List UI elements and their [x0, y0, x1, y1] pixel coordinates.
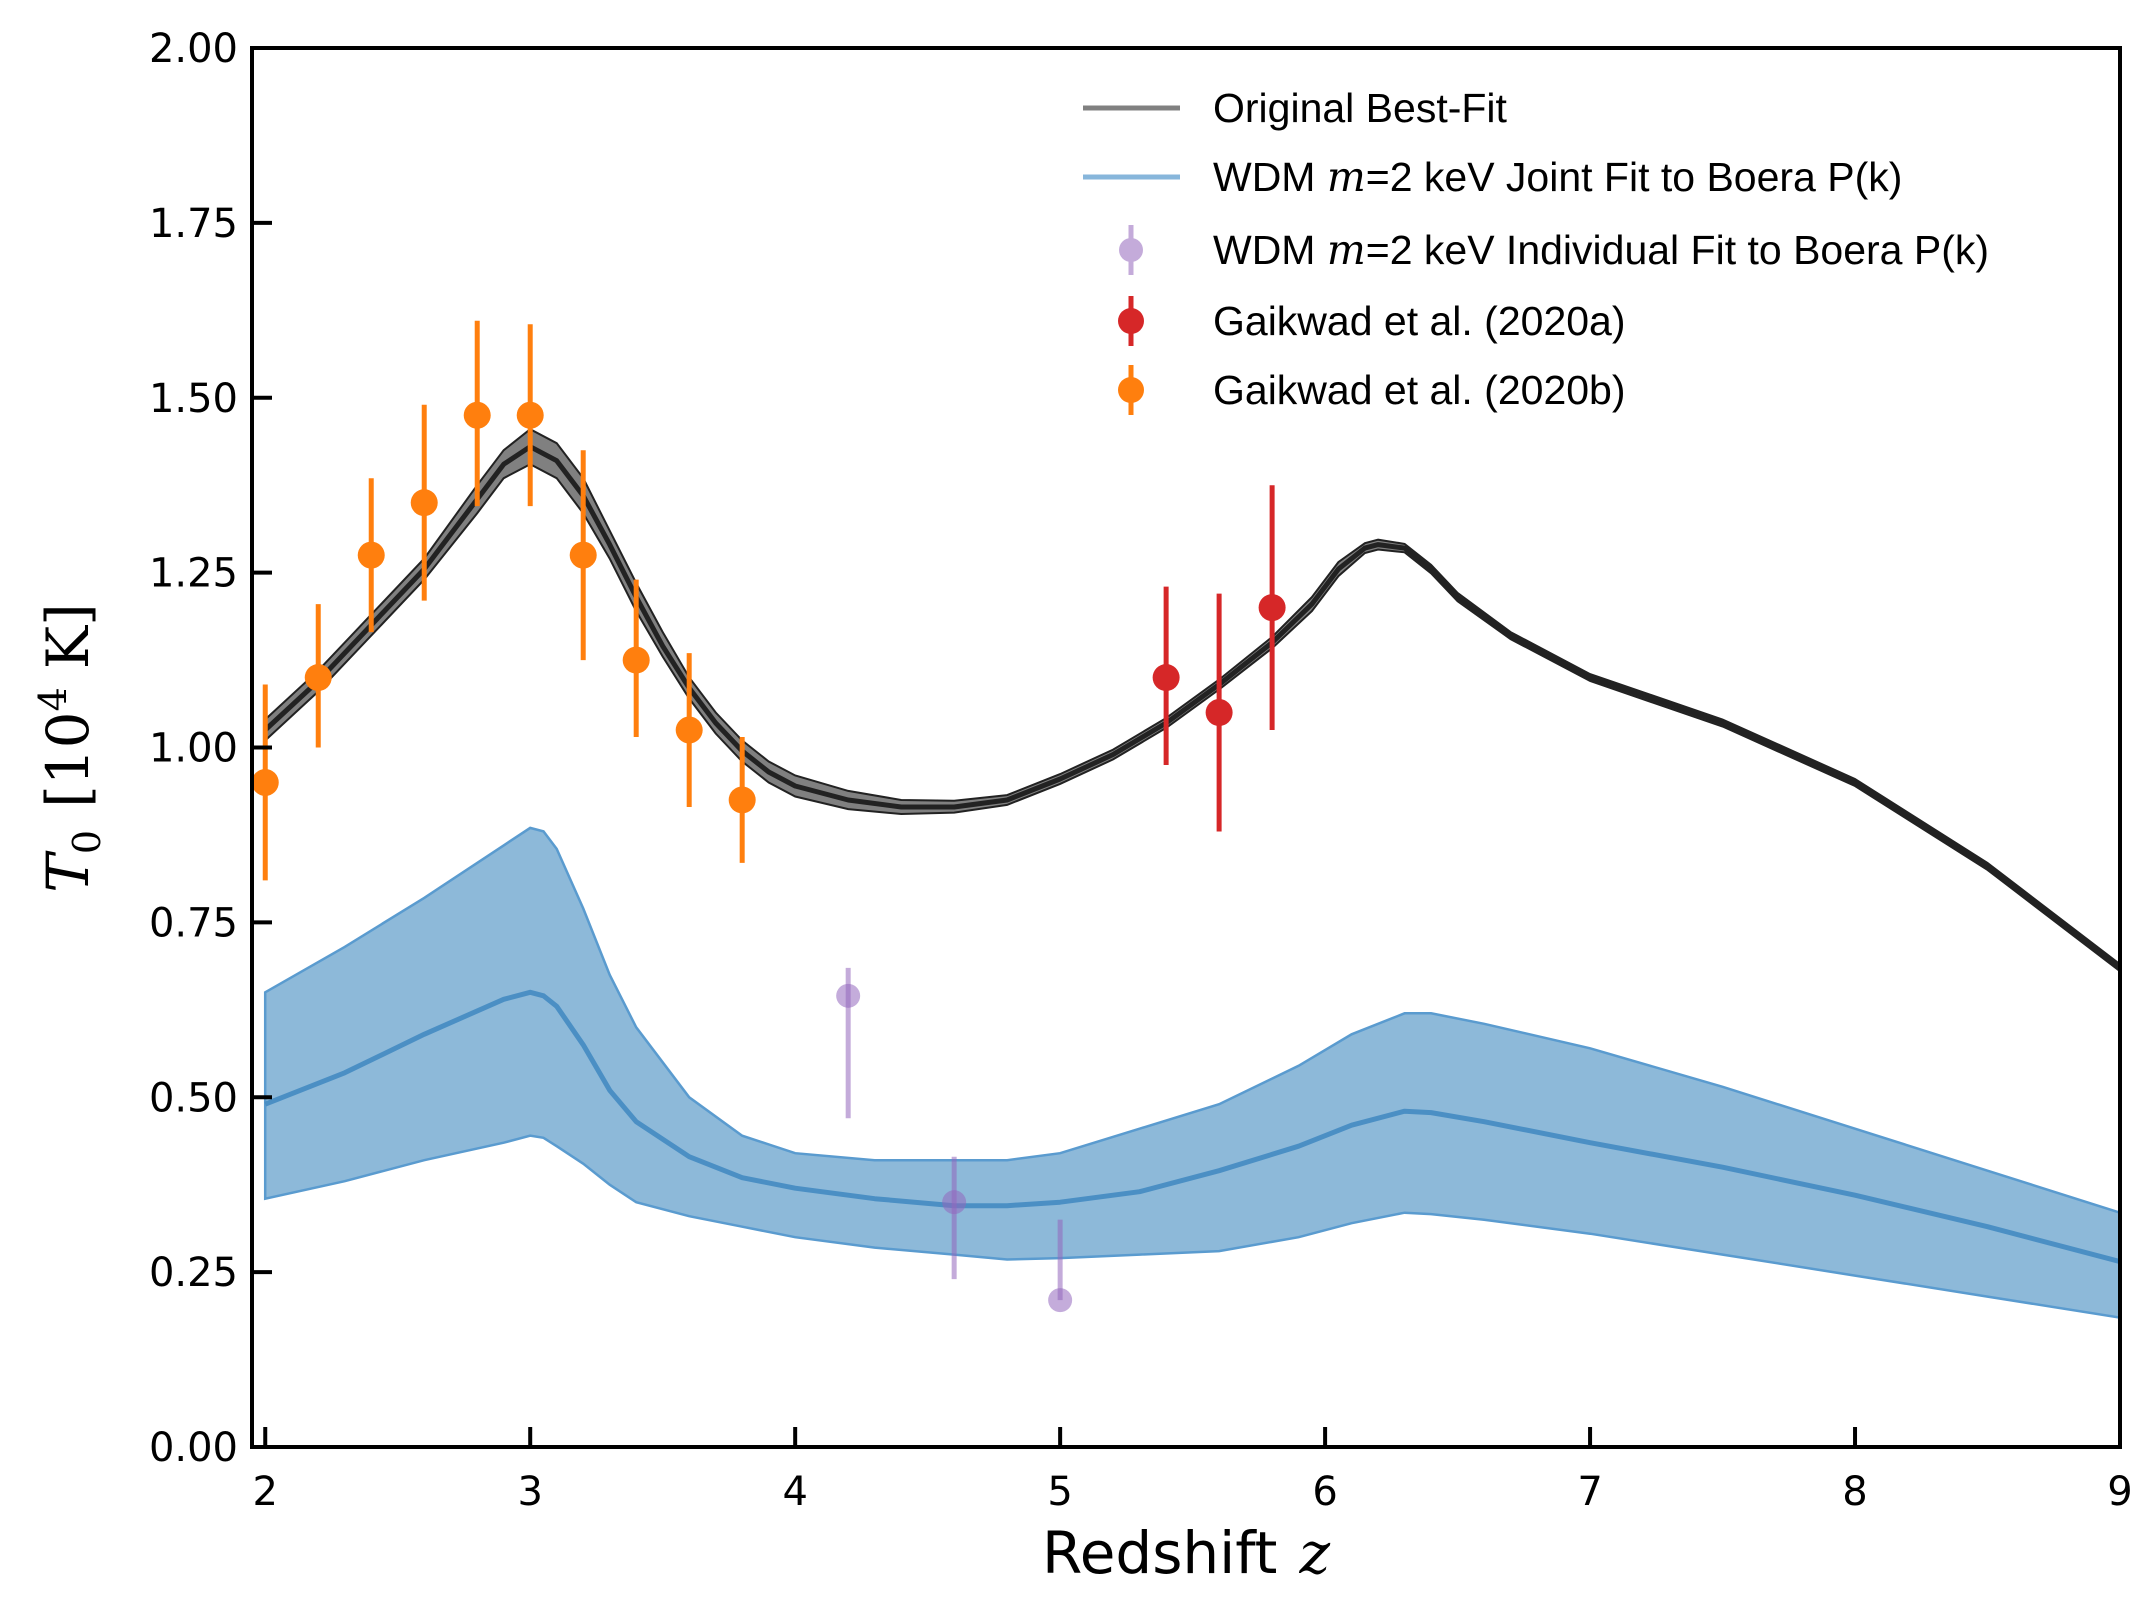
gaikwad_b-point-8: [675, 716, 703, 744]
gaikwad_b-point-0: [252, 768, 279, 796]
legend-marker-gaikwad-b: [1118, 377, 1144, 403]
legend-label-individual: WDM m=2 keV Individual Fit to Boera P(k): [1213, 226, 1989, 274]
gaikwad_b-point-9: [728, 786, 756, 814]
x-tick-label-6: 8: [1842, 1469, 1867, 1515]
gaikwad_a-point-0: [1152, 664, 1180, 692]
individual-point-2: [1048, 1288, 1073, 1313]
x-tick-label-0: 2: [253, 1469, 278, 1515]
data-markers: [252, 320, 1286, 1313]
legend-entry-original: Original Best-Fit: [1083, 85, 1508, 131]
plot-area: [252, 320, 2120, 1319]
y-tick-label-7: 1.75: [149, 201, 238, 247]
legend-entry-joint: WDM m=2 keV Joint Fit to Boera P(k): [1083, 153, 1902, 201]
x-tick-label-1: 3: [517, 1469, 542, 1515]
x-tick-label-3: 5: [1047, 1469, 1072, 1515]
y-tick-label-8: 2.00: [149, 26, 238, 72]
joint-band: [263, 826, 2120, 1319]
y-tick-label-1: 0.25: [149, 1250, 238, 1296]
legend-marker-individual: [1119, 238, 1143, 262]
legend-label-gaikwad-a: Gaikwad et al. (2020a): [1213, 298, 1626, 344]
gaikwad_a-point-2: [1258, 594, 1286, 622]
x-tick-label-2: 4: [782, 1469, 807, 1515]
individual-point-0: [836, 983, 861, 1008]
gaikwad_a-point-1: [1205, 699, 1233, 727]
legend-label-joint: WDM m=2 keV Joint Fit to Boera P(k): [1213, 153, 1902, 201]
individual-point-1: [942, 1190, 967, 1215]
legend-label-gaikwad-b: Gaikwad et al. (2020b): [1213, 367, 1626, 413]
plot-frame: [250, 46, 2122, 1449]
gaikwad_b-point-6: [569, 541, 597, 569]
y-tick-label-6: 1.50: [149, 376, 238, 422]
legend: Original Best-Fit WDM m=2 keV Joint Fit …: [1083, 85, 1989, 415]
original-line: [263, 444, 2120, 970]
y-tick-label-2: 0.50: [149, 1075, 238, 1121]
y-axis-label: T0[104K]: [31, 603, 109, 893]
x-tick-label-4: 6: [1312, 1469, 1337, 1515]
gaikwad_b-point-5: [516, 401, 544, 429]
legend-entry-gaikwad-a: Gaikwad et al. (2020a): [1118, 296, 1626, 346]
y-tick-label-3: 0.75: [149, 900, 238, 946]
confidence-bands: [263, 428, 2120, 1319]
legend-label-original: Original Best-Fit: [1213, 85, 1508, 131]
axis-ticks: 2 3 4 5 6 7 8 9 0.00 0.25 0.50 0.75 1.00 1.25 1.50 1.75…: [149, 26, 2133, 1515]
legend-marker-gaikwad-a: [1118, 308, 1144, 334]
x-tick-label-7: 9: [2107, 1469, 2132, 1515]
gaikwad_b-point-3: [410, 489, 438, 517]
legend-entry-individual: [1119, 225, 1143, 275]
gaikwad_b-point-1: [304, 664, 332, 692]
y-tick-label-5: 1.25: [149, 551, 238, 597]
y-tick-label-0: 0.00: [149, 1425, 238, 1471]
gaikwad_b-point-2: [357, 541, 385, 569]
x-tick-label-5: 7: [1577, 1469, 1602, 1515]
gaikwad_b-point-7: [622, 646, 650, 674]
y-tick-label-4: 1.00: [149, 726, 238, 772]
legend-entry-gaikwad-b: Gaikwad et al. (2020b): [1118, 365, 1626, 415]
gaikwad_b-point-4: [463, 401, 491, 429]
x-axis-label: Redshift z: [1042, 1519, 1330, 1587]
